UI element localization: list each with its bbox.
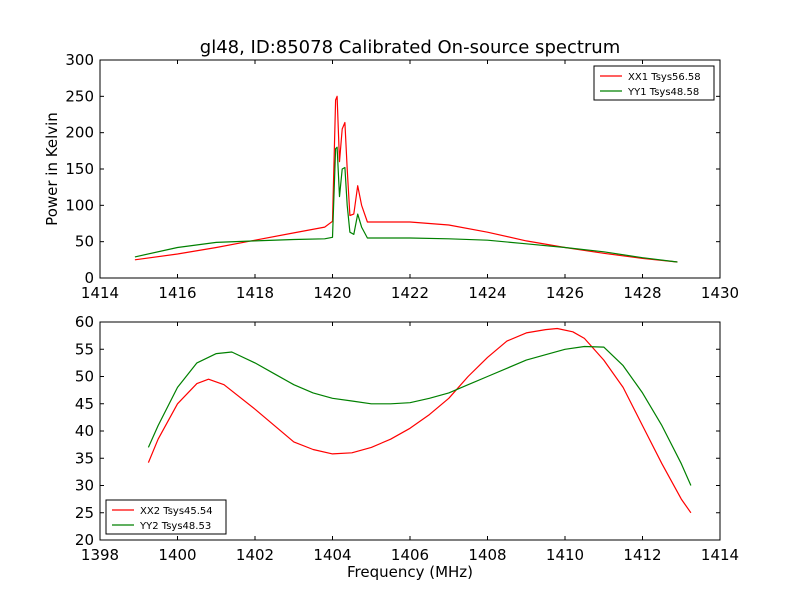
y-tick-label: 100 <box>65 196 94 214</box>
y-tick-label: 35 <box>75 449 94 467</box>
y-tick-label: 30 <box>75 477 94 495</box>
top-panel-xx1-yy1: 1414 1416 1418 1420 1422 1424 1426 1428 1430 0 50 1… <box>43 51 739 302</box>
x-tick-label: 1420 <box>313 284 351 302</box>
x-tick-label: 1402 <box>236 546 274 564</box>
legend-entry-label: YY1 Tsys48.58 <box>627 87 699 98</box>
x-tick-label: 1428 <box>623 284 661 302</box>
legend: XX1 Tsys56.58 YY1 Tsys48.58 <box>593 65 715 101</box>
legend-box <box>593 65 715 101</box>
y-tick-label: 150 <box>65 160 94 178</box>
x-tick-label: 1426 <box>546 284 584 302</box>
x-tick-label: 1430 <box>701 284 739 302</box>
series-line-2-2 <box>147 345 692 486</box>
series-line-1-1 <box>134 95 678 263</box>
bottom-panel-xx2-yy2: 1398 1400 1402 1404 1406 1408 1410 1412 1414 20 25… <box>75 313 739 564</box>
y-axis-label: Power in Kelvin <box>43 112 61 226</box>
series-line-2-1 <box>147 327 692 514</box>
x-tick-label: 1412 <box>623 546 661 564</box>
y-tick-label: 0 <box>84 269 94 287</box>
x-tick-label: 1400 <box>158 546 196 564</box>
x-tick-label: 1406 <box>391 546 429 564</box>
series-line-1-2 <box>134 146 678 263</box>
y-tick-label: 55 <box>75 340 94 358</box>
x-tick-label: 1410 <box>546 546 584 564</box>
x-axis-label: Frequency (MHz) <box>347 563 473 581</box>
y-tick-label: 60 <box>75 313 94 331</box>
y-tick-label: 50 <box>75 233 94 251</box>
y-tick-label: 25 <box>75 504 94 522</box>
figure-title: gl48, ID:85078 Calibrated On-source spec… <box>200 37 620 58</box>
legend-entry-label: YY2 Tsys48.53 <box>139 521 211 532</box>
x-tick-label: 1414 <box>81 284 119 302</box>
x-tick-label: 1424 <box>468 284 506 302</box>
y-tick-label: 40 <box>75 422 94 440</box>
x-tick-label: 1422 <box>391 284 429 302</box>
y-tick-label: 250 <box>65 87 94 105</box>
legend-box <box>105 499 227 535</box>
y-tick-label: 45 <box>75 395 94 413</box>
legend-entry-label: XX1 Tsys56.58 <box>628 72 701 83</box>
x-tick-label: 1414 <box>701 546 739 564</box>
y-tick-label: 300 <box>65 51 94 69</box>
legend-entry-label: XX2 Tsys45.54 <box>140 506 213 517</box>
x-tick-label: 1416 <box>158 284 196 302</box>
x-tick-label: 1408 <box>468 546 506 564</box>
x-tick-label: 1404 <box>313 546 351 564</box>
x-tick-label: 1398 <box>81 546 119 564</box>
y-tick-label: 200 <box>65 124 94 142</box>
legend: XX2 Tsys45.54 YY2 Tsys48.53 <box>105 499 227 535</box>
x-tick-label: 1418 <box>236 284 274 302</box>
y-tick-label: 50 <box>75 368 94 386</box>
y-tick-label: 20 <box>75 531 94 549</box>
